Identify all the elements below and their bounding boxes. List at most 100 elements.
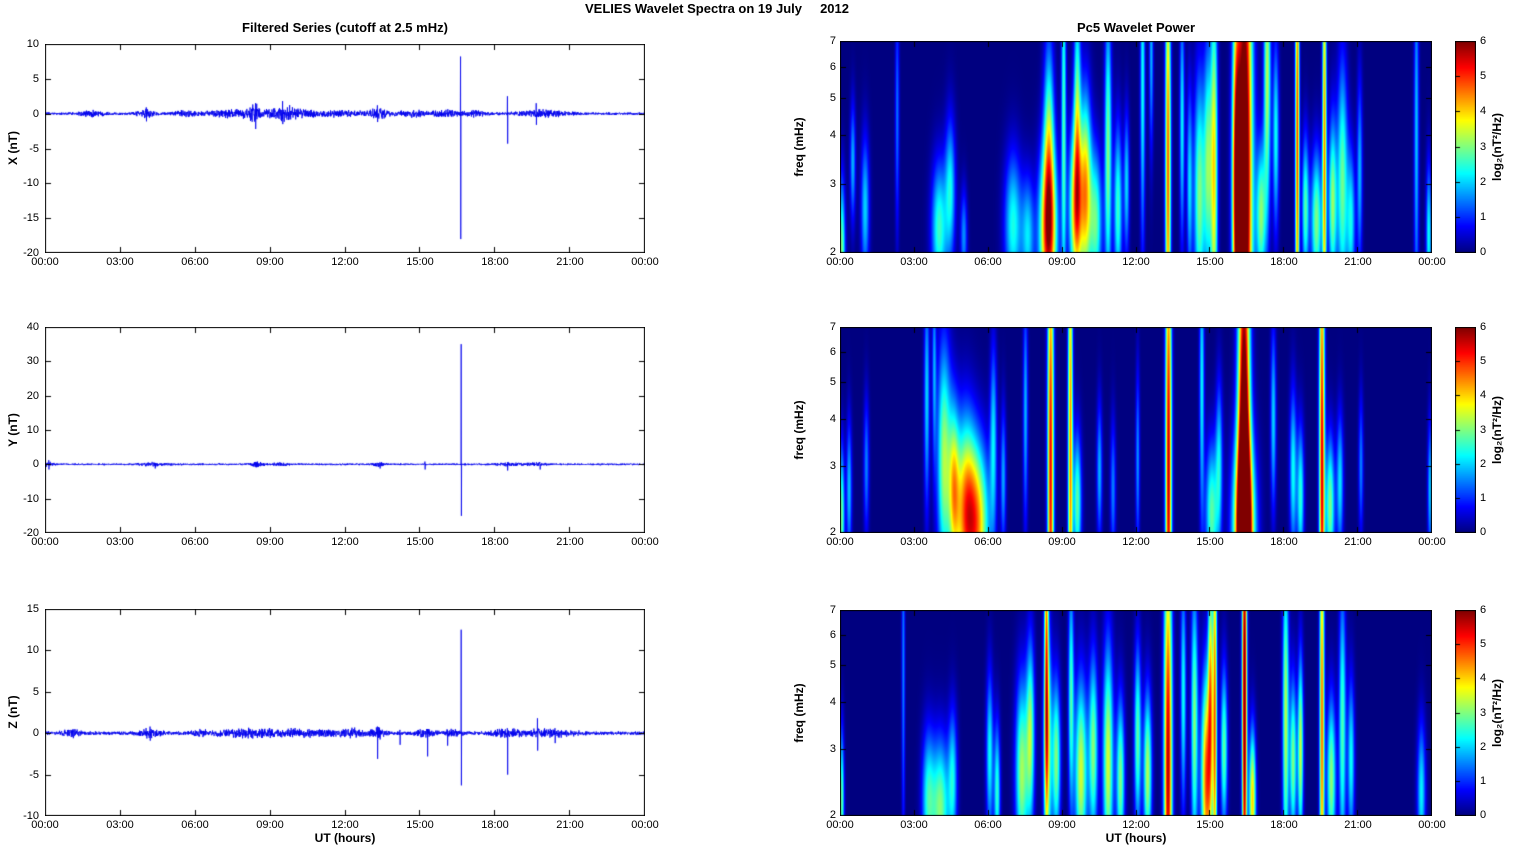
x-tick-label: 12:00 [331, 536, 359, 548]
y-tick-label: 5 [32, 685, 39, 698]
x-tick-label: 12:00 [331, 256, 359, 268]
colorbar-tick-label: 2 [1480, 175, 1487, 188]
x-tick-label: 00:00 [826, 256, 854, 268]
x-tick-label: 21:00 [1344, 536, 1372, 548]
z-axis-ylabel: Z (nT) [6, 695, 20, 729]
y-tick-label: 0 [32, 727, 39, 740]
colorbar-bottom [1455, 610, 1476, 816]
x-tick-label: 00:00 [1418, 536, 1446, 548]
x-tick-label: 03:00 [106, 256, 134, 268]
x-tick-label: 18:00 [1270, 819, 1298, 831]
x-tick-label: 06:00 [181, 819, 209, 831]
y-tick-label: -20 [23, 247, 39, 259]
x-tick-label: 00:00 [631, 536, 659, 548]
colorbar-tick-label: 0 [1480, 526, 1487, 538]
freq-ylabel-bottom: freq (mHz) [792, 683, 806, 743]
colorbar-tick-label: 6 [1480, 35, 1487, 47]
x-tick-label: 03:00 [900, 536, 928, 548]
y-tick-label: 15 [26, 603, 39, 615]
colorbar-label-bottom: log₂(nT²/Hz) [1490, 679, 1504, 747]
x-tick-label: 15:00 [1196, 536, 1224, 548]
colorbar-tick-label: 6 [1480, 604, 1487, 616]
freq-tick-label: 5 [829, 376, 836, 389]
y-tick-label: -10 [23, 492, 39, 505]
y-tick-label: -10 [23, 177, 39, 190]
colorbar-tick-label: 3 [1480, 423, 1487, 436]
y-tick-label: -20 [23, 527, 39, 539]
figure-title: VELIES Wavelet Spectra on 19 July 2012 [585, 1, 849, 16]
x-tick-label: 06:00 [974, 536, 1002, 548]
x-tick-label: 21:00 [556, 536, 584, 548]
x-tick-label: 00:00 [826, 536, 854, 548]
y-tick-label: 10 [26, 38, 39, 50]
freq-tick-label: 4 [829, 412, 836, 425]
y-tick-label: -10 [23, 810, 39, 822]
x-tick-label: 21:00 [556, 819, 584, 831]
x-tick-label: 15:00 [406, 819, 434, 831]
freq-tick-label: 6 [829, 346, 836, 359]
freq-tick-label: 3 [829, 177, 836, 190]
x-tick-label: 09:00 [256, 256, 284, 268]
colorbar-tick-label: 2 [1480, 457, 1487, 470]
x-tick-label: 18:00 [481, 536, 509, 548]
x-tick-label: 21:00 [1344, 256, 1372, 268]
colorbar-tick-label: 4 [1480, 389, 1487, 402]
x-tick-label: 06:00 [974, 819, 1002, 831]
freq-tick-label: 5 [829, 91, 836, 104]
colorbar-tick-label: 1 [1480, 210, 1487, 223]
x-tick-label: 00:00 [631, 256, 659, 268]
x-axis-ylabel: X (nT) [6, 131, 20, 165]
x-series-plot [45, 44, 645, 253]
x-tick-label: 18:00 [481, 819, 509, 831]
y-tick-label: 10 [26, 424, 39, 436]
y-tick-label: -15 [23, 212, 39, 225]
x-tick-label: 06:00 [974, 256, 1002, 268]
colorbar-tick-label: 0 [1480, 246, 1487, 258]
x-tick-label: 00:00 [631, 819, 659, 831]
x-tick-label: 12:00 [1122, 536, 1150, 548]
freq-tick-label: 7 [829, 604, 836, 616]
freq-tick-label: 3 [829, 742, 836, 755]
right-xaxis-label: UT (hours) [1105, 831, 1167, 845]
x-tick-label: 09:00 [256, 819, 284, 831]
x-tick-label: 00:00 [826, 819, 854, 831]
x-tick-label: 09:00 [1048, 819, 1076, 831]
freq-tick-label: 4 [829, 129, 836, 142]
x-tick-label: 12:00 [331, 819, 359, 831]
colorbar-middle [1455, 327, 1476, 533]
colorbar-top [1455, 41, 1476, 253]
x-tick-label: 00:00 [1418, 819, 1446, 831]
x-tick-label: 06:00 [181, 256, 209, 268]
x-tick-label: 21:00 [1344, 819, 1372, 831]
x-tick-label: 15:00 [406, 256, 434, 268]
colorbar-tick-label: 4 [1480, 672, 1487, 685]
freq-tick-label: 7 [829, 321, 836, 333]
colorbar-tick-label: 1 [1480, 491, 1487, 504]
y-wavelet-spectrogram [840, 327, 1432, 533]
x-tick-label: 06:00 [181, 536, 209, 548]
z-wavelet-spectrogram [840, 610, 1432, 816]
freq-tick-label: 6 [829, 629, 836, 642]
x-tick-label: 03:00 [106, 536, 134, 548]
x-tick-label: 18:00 [481, 256, 509, 268]
freq-tick-label: 6 [829, 60, 836, 73]
freq-tick-label: 4 [829, 695, 836, 708]
x-tick-label: 21:00 [556, 256, 584, 268]
y-tick-label: 10 [26, 644, 39, 657]
x-tick-label: 00:00 [31, 536, 59, 548]
y-tick-label: 40 [26, 321, 39, 333]
colorbar-tick-label: 6 [1480, 321, 1487, 333]
freq-tick-label: 3 [829, 459, 836, 472]
x-tick-label: 15:00 [1196, 256, 1224, 268]
y-tick-label: 20 [26, 389, 39, 402]
x-tick-label: 15:00 [406, 536, 434, 548]
freq-ylabel-middle: freq (mHz) [792, 400, 806, 460]
y-tick-label: -5 [29, 768, 39, 781]
left-xaxis-label: UT (hours) [314, 831, 376, 845]
colorbar-tick-label: 5 [1480, 355, 1487, 368]
colorbar-tick-label: 5 [1480, 70, 1487, 83]
x-tick-label: 12:00 [1122, 256, 1150, 268]
x-tick-label: 00:00 [31, 819, 59, 831]
y-tick-label: 5 [32, 72, 39, 85]
